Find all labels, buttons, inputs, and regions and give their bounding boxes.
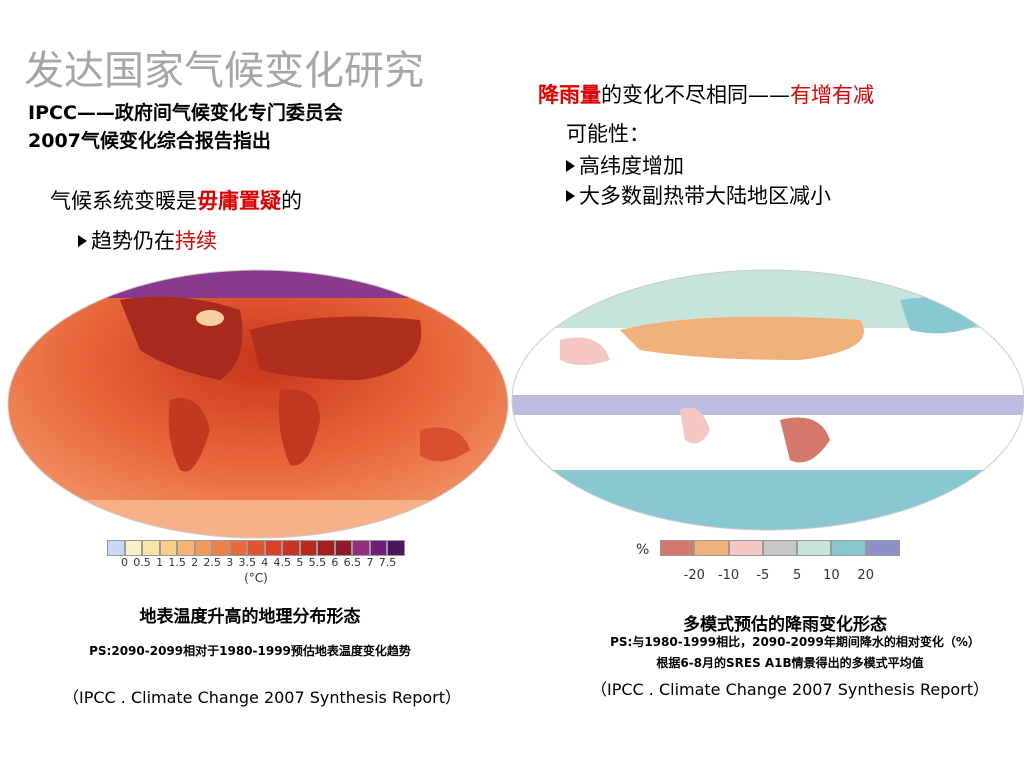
lead: 可能性：	[566, 122, 650, 146]
text-segment: 的变化不尽相同——	[601, 83, 790, 107]
legend-tick-label: 6.5	[343, 556, 362, 569]
bullet: 趋势仍在持续	[78, 225, 217, 255]
legend-tick-label: 4.5	[273, 556, 292, 569]
text-segment: 气候系统变暖是	[50, 189, 197, 213]
legend-swatch	[194, 540, 213, 556]
bullet-text: 大多数副热带大陆地区减小	[579, 184, 831, 208]
legend-tick-label: 10	[823, 568, 840, 583]
legend-tick-label: 2.5	[203, 556, 221, 569]
legend-swatch	[247, 540, 265, 556]
statement: 降雨量的变化不尽相同——有增有减	[538, 79, 874, 109]
legend-swatch	[159, 540, 178, 556]
text-segment: 降雨量	[538, 83, 601, 107]
bullet: 高纬度增加	[566, 150, 684, 180]
note: PS:2090-2099相对于1980-1999预估地表温度变化趋势	[89, 644, 411, 658]
caption: 地表温度升高的地理分布形态	[139, 607, 361, 627]
legend-swatch	[797, 540, 832, 556]
legend-swatch	[387, 540, 405, 556]
text-segment: 有增有减	[790, 83, 874, 107]
legend-tick-label: 2	[191, 556, 199, 569]
legend-swatch	[660, 540, 695, 556]
note: PS:与1980-1999相比，2090-2099年期间降水的相对变化（%）	[610, 635, 980, 649]
legend-swatch	[762, 540, 798, 556]
legend-swatch	[728, 540, 763, 556]
legend-tick-label: 7	[366, 556, 374, 569]
legend-swatch	[264, 540, 283, 556]
temperature-map	[8, 270, 508, 538]
legend-tick-label: 3	[226, 556, 234, 569]
legend-tick-label: 6	[331, 556, 339, 569]
legend-tick-label: 5.5	[308, 556, 327, 569]
legend-swatch	[865, 540, 900, 556]
subtitle: IPCC——政府间气候变化专门委员会	[28, 102, 343, 124]
legend-tick-label: 5	[296, 556, 304, 569]
legend-swatch	[142, 540, 160, 556]
legend-tick-label: 5	[793, 568, 802, 583]
legend-swatch	[352, 540, 370, 556]
legend-tick-label: 0	[121, 556, 129, 569]
caption: 多模式预估的降雨变化形态	[683, 615, 887, 635]
legend-swatch	[282, 540, 300, 556]
legend-swatch	[334, 540, 353, 556]
legend-swatch	[177, 540, 195, 556]
legend-tick-label: 4	[261, 556, 269, 569]
legend-tick-label: 0.5	[133, 556, 151, 569]
note: 根据6-8月的SRES A1B情景得出的多模式平均值	[656, 656, 924, 670]
legend-unit: %	[636, 542, 650, 558]
legend-tick-label: -20	[683, 568, 705, 583]
legend-tick-label: 3.5	[238, 556, 256, 569]
legend-swatch	[317, 540, 335, 556]
text-segment: 毋庸置疑	[197, 189, 281, 213]
legend-tick-label: 7.5	[378, 556, 397, 569]
text-segment: 的	[281, 189, 302, 213]
slide-title: 发达国家气候变化研究	[24, 48, 424, 94]
legend-swatch	[212, 540, 230, 556]
legend-tick-label: -5	[756, 568, 770, 583]
subtitle: 2007气候变化综合报告指出	[28, 130, 271, 152]
legend-tick-label: 1	[156, 556, 164, 569]
legend-tick-label: 20	[857, 568, 874, 583]
legend-swatch	[124, 540, 143, 556]
legend-swatch	[694, 540, 729, 556]
legend-tick-label: 1.5	[168, 556, 186, 569]
legend-swatch	[107, 540, 125, 556]
source: （IPCC . Climate Change 2007 Synthesis Re…	[62, 688, 462, 707]
text-segment: 趋势仍在	[91, 229, 175, 253]
text-segment: 持续	[175, 229, 217, 253]
bullet: 大多数副热带大陆地区减小	[566, 180, 831, 210]
source: （IPCC . Climate Change 2007 Synthesis Re…	[590, 680, 990, 699]
legend-tick-label: -10	[717, 568, 740, 583]
legend-swatch	[229, 540, 248, 556]
legend-swatch	[369, 540, 388, 556]
bullet-text: 高纬度增加	[579, 154, 684, 178]
bullet-text: 趋势仍在持续	[91, 229, 217, 253]
legend-swatch	[831, 540, 866, 556]
legend-swatch	[299, 540, 318, 556]
precipitation-map	[512, 270, 1024, 530]
legend-unit: (°C)	[244, 571, 268, 585]
statement: 气候系统变暖是毋庸置疑的	[50, 185, 302, 215]
